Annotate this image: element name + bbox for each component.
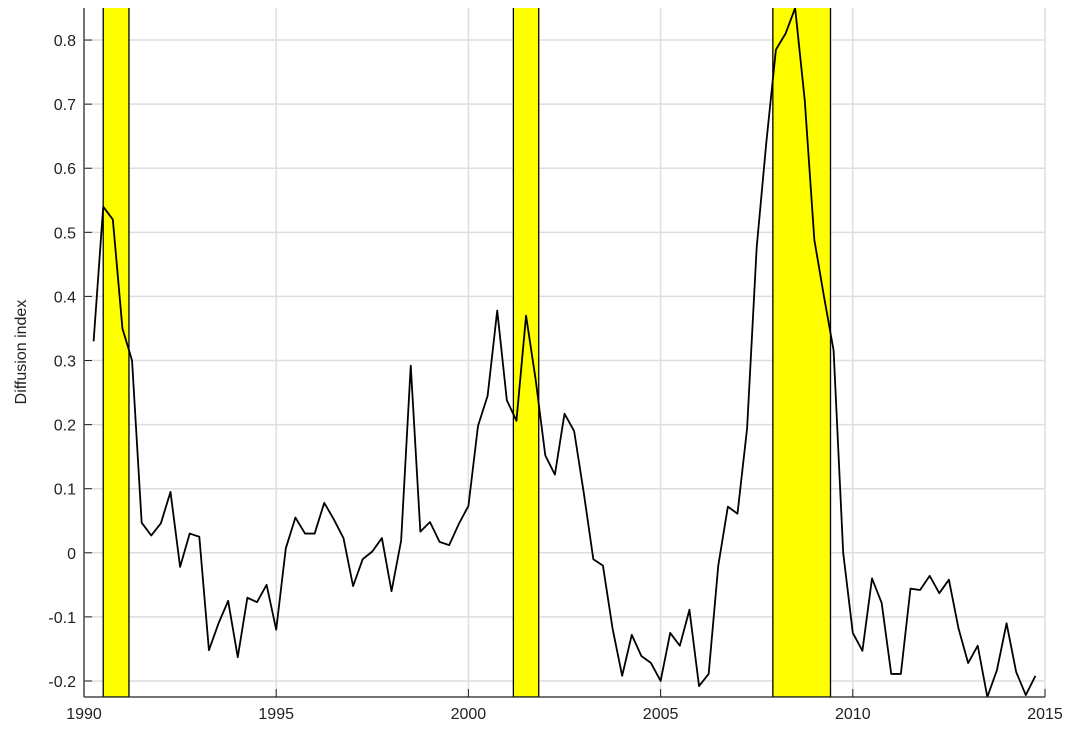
y-tick-label: 0.3: [54, 354, 76, 371]
y-tick-label: 0.7: [54, 97, 76, 114]
plot-area: [92, 8, 1037, 697]
y-tick-label: 0.6: [54, 161, 76, 178]
y-tick-label: 0.2: [54, 418, 76, 435]
y-tick-label: 0: [67, 546, 76, 563]
x-tick-label: 2015: [1027, 706, 1063, 723]
y-tick-label: 0.8: [54, 33, 76, 50]
recession-band: [512, 8, 540, 697]
x-tick-label: 2000: [451, 706, 487, 723]
data-line: [92, 8, 1037, 697]
x-tick-label: 1990: [66, 706, 102, 723]
recession-band: [772, 8, 832, 697]
y-tick-label: -0.2: [48, 674, 76, 691]
y-tick-label: 0.4: [54, 289, 76, 306]
y-axis-label: Diffusion index: [13, 300, 30, 405]
y-tick-label: 0.1: [54, 482, 76, 499]
x-tick-label: 2010: [835, 706, 871, 723]
x-tick-label: 2005: [643, 706, 679, 723]
recession-band: [102, 8, 130, 697]
x-tick-label: 1995: [258, 706, 294, 723]
y-tick-label: -0.1: [48, 610, 76, 627]
y-tick-label: 0.5: [54, 225, 76, 242]
